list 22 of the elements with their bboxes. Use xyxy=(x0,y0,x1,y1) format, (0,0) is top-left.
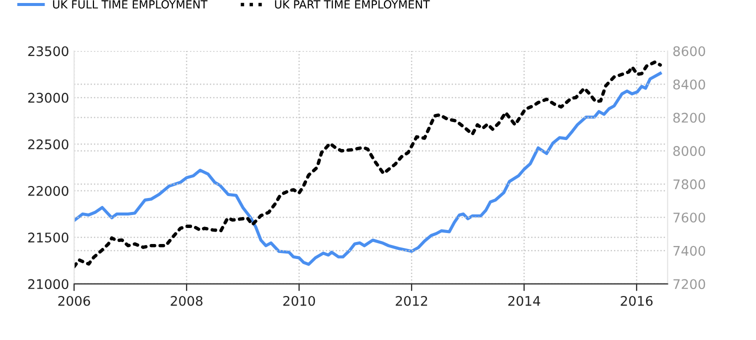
y2-tick-label: 8200 xyxy=(673,112,706,123)
y-tick-label: 22500 xyxy=(28,139,68,150)
y-tick-label: 22000 xyxy=(28,186,68,196)
y-tick-label: 23000 xyxy=(28,92,68,103)
x-tick-label: 2014 xyxy=(508,296,540,306)
y2-tick-label: 8400 xyxy=(673,79,706,90)
x-tick-label: 2008 xyxy=(170,296,202,306)
y2-tick-label: 7200 xyxy=(673,279,706,290)
y2-tick-label: 8600 xyxy=(673,46,706,56)
y2-tick-label: 7600 xyxy=(673,212,706,223)
y2-tick-label: 7800 xyxy=(673,179,706,190)
y-tick-label: 21500 xyxy=(28,232,68,243)
legend-label: UK PART TIME EMPLOYMENT xyxy=(275,0,430,9)
x-tick-label: 2016 xyxy=(620,296,653,306)
y-tick-label: 23500 xyxy=(28,46,68,56)
y-tick-label: 21000 xyxy=(28,279,68,290)
x-tick-label: 2006 xyxy=(58,296,90,306)
y2-tick-label: 8000 xyxy=(673,146,706,156)
x-tick-label: 2010 xyxy=(283,296,316,306)
x-tick-label: 2012 xyxy=(396,296,428,306)
y2-tick-label: 7400 xyxy=(673,246,706,256)
legend-label: UK FULL TIME EMPLOYMENT xyxy=(53,0,208,9)
